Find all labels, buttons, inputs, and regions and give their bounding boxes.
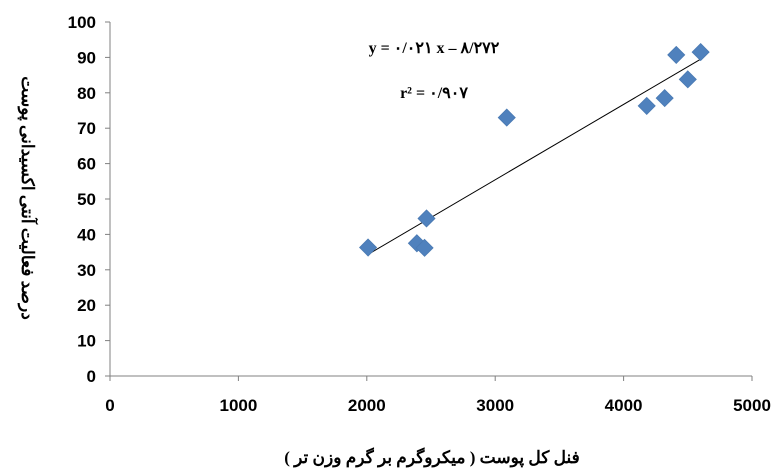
y-axis-label: درصد فعالیت آنتی اکسیدانی پوست xyxy=(17,76,39,320)
x-tick-label: 2000 xyxy=(348,396,386,415)
x-tick-label: 0 xyxy=(105,396,114,415)
y-tick-label: 90 xyxy=(77,48,96,67)
r-squared-label: r² = ۰/۹۰۷ xyxy=(400,85,468,102)
y-tick-label: 50 xyxy=(77,190,96,209)
data-point xyxy=(667,45,686,64)
data-point xyxy=(637,96,656,115)
data-point xyxy=(655,89,674,108)
x-tick-label: 5000 xyxy=(733,396,771,415)
y-tick-label: 40 xyxy=(77,225,96,244)
y-tick-label: 20 xyxy=(77,296,96,315)
y-tick-label: 70 xyxy=(77,119,96,138)
data-point xyxy=(415,238,434,257)
y-tick-label: 30 xyxy=(77,261,96,280)
data-point xyxy=(678,70,697,89)
x-tick-label: 4000 xyxy=(605,396,643,415)
y-tick-label: 0 xyxy=(87,367,96,386)
y-tick-label: 80 xyxy=(77,84,96,103)
y-tick-label: 10 xyxy=(77,332,96,351)
labels-layer: درصد فعالیت آنتی اکسیدانی پوست فنل کل پو… xyxy=(17,40,580,468)
data-point xyxy=(497,108,516,127)
x-tick-label: 3000 xyxy=(476,396,514,415)
points-layer xyxy=(359,43,710,257)
y-tick-label: 60 xyxy=(77,155,96,174)
x-tick-label: 1000 xyxy=(219,396,257,415)
data-point xyxy=(417,209,436,228)
data-point xyxy=(359,238,378,257)
data-point xyxy=(691,43,710,62)
y-tick-label: 100 xyxy=(68,13,96,32)
x-axis-label: فنل کل پوست ( میکروگرم بر گرم وزن تر ) xyxy=(284,447,579,468)
trendline-equation: y = ۰/۰۲۱ x – ۸/۲۷۲ xyxy=(369,40,500,57)
